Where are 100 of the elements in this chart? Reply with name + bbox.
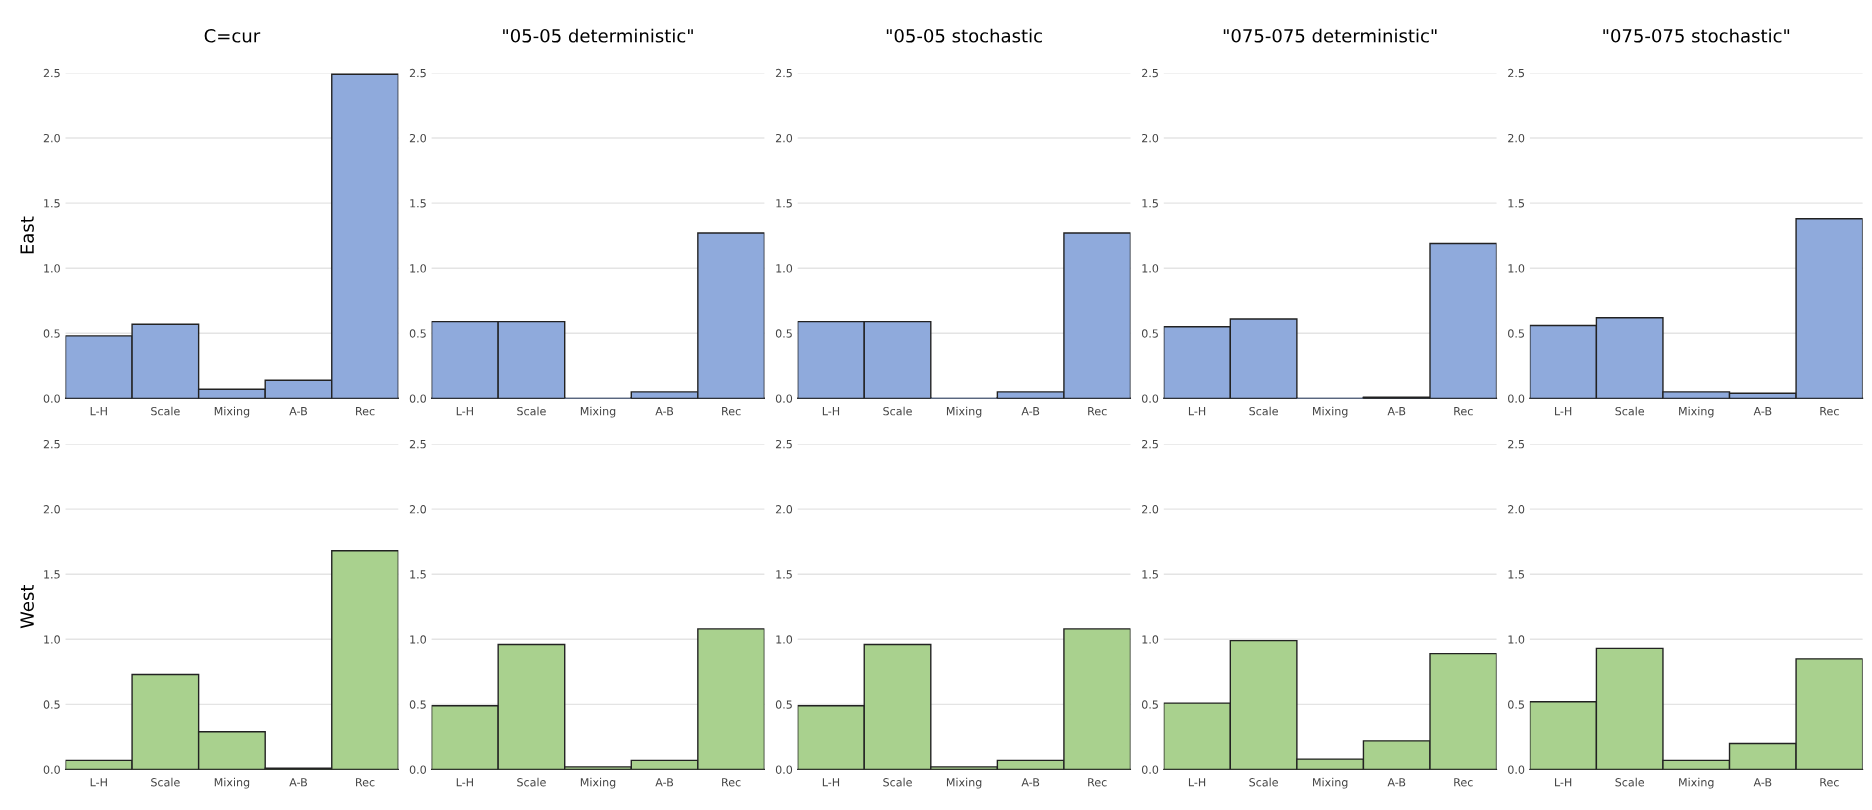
x-tick-label: Mixing (1313, 777, 1348, 789)
x-tick-label: Mixing (946, 406, 982, 418)
x-tick-label: A-B (1021, 778, 1040, 787)
y-tick-label: 2.0 (43, 505, 60, 514)
y-tick-label: 2.5 (409, 439, 426, 449)
x-tick-label: L-H (456, 778, 473, 787)
y-tick-label: 0.0 (43, 765, 60, 774)
y-tick-label: 2.0 (775, 133, 793, 143)
y-tick-label: 1.0 (1508, 635, 1525, 644)
y-axis-title: East (20, 216, 34, 254)
y-tick-label: 1.0 (410, 635, 426, 644)
y-tick-label: 0.5 (1141, 700, 1158, 709)
y-tick-label: 1.5 (1508, 570, 1525, 579)
y-tick-label: 0.0 (43, 394, 60, 403)
y-tick-label: 2.0 (1508, 505, 1525, 514)
chart-title: "05-05 stochastic (886, 28, 1042, 43)
y-tick-label: 0.5 (409, 329, 426, 338)
y-tick-label: 2.5 (775, 68, 792, 78)
x-tick-label: Rec (1454, 778, 1473, 787)
chart-title: "05-05 deterministic" (503, 28, 693, 43)
x-tick-label: A-B (289, 407, 307, 416)
x-tick-label: A-B (1753, 778, 1772, 787)
x-tick-label: Mixing (1313, 406, 1348, 418)
x-tick-label: Mixing (214, 406, 250, 418)
y-tick-label: 1.0 (776, 264, 793, 273)
y-tick-label: 2.5 (1142, 68, 1158, 78)
x-tick-label: Scale (883, 777, 912, 787)
chart-title: "075-075 stochastic" (1603, 28, 1790, 43)
x-tick-label: Rec (356, 778, 375, 787)
y-tick-label: 0.0 (409, 765, 426, 774)
x-tick-label: Mixing (1679, 777, 1714, 789)
y-tick-label: 2.0 (43, 133, 60, 143)
x-tick-label: L-H (1555, 407, 1572, 416)
y-tick-label: 1.5 (44, 570, 60, 579)
x-tick-label: Scale (517, 406, 546, 416)
y-tick-label: 2.0 (775, 505, 793, 514)
x-tick-label: L-H (822, 407, 840, 416)
y-tick-label: 0.5 (409, 700, 426, 709)
x-tick-label: Mixing (1679, 406, 1714, 418)
y-tick-label: 0.0 (409, 394, 426, 403)
y-tick-label: 0.5 (1508, 700, 1525, 709)
y-tick-label: 0.0 (1508, 765, 1525, 774)
y-tick-label: 2.5 (1508, 439, 1525, 449)
x-tick-label: L-H (822, 778, 840, 787)
x-tick-label: Scale (1249, 777, 1278, 787)
x-tick-label: A-B (1387, 778, 1406, 787)
y-tick-label: 1.5 (1142, 570, 1158, 579)
x-tick-label: Scale (1615, 406, 1645, 416)
x-tick-label: L-H (90, 407, 107, 416)
x-tick-label: Mixing (214, 777, 250, 789)
x-tick-label: Rec (1088, 778, 1107, 787)
x-tick-label: Mixing (580, 406, 616, 418)
y-tick-label: 2.0 (409, 133, 426, 143)
y-tick-label: 0.0 (1141, 394, 1159, 403)
y-tick-label: 1.0 (44, 264, 60, 273)
x-tick-label: L-H (1555, 778, 1572, 787)
x-tick-label: A-B (289, 778, 307, 787)
x-tick-label: Rec (722, 407, 741, 416)
y-tick-label: 1.0 (1142, 635, 1159, 644)
y-tick-label: 2.5 (409, 68, 426, 78)
y-tick-label: 0.5 (1508, 329, 1525, 338)
y-tick-label: 1.5 (410, 570, 426, 579)
x-tick-label: Scale (151, 406, 180, 416)
x-tick-label: Mixing (946, 777, 982, 789)
y-tick-label: 1.5 (44, 199, 60, 208)
x-tick-label: Scale (517, 777, 546, 787)
y-tick-label: 1.5 (410, 199, 426, 208)
x-tick-label: Rec (1820, 778, 1839, 787)
x-tick-label: A-B (1021, 407, 1040, 416)
x-tick-label: Rec (1088, 407, 1107, 416)
x-tick-label: L-H (1188, 407, 1206, 416)
x-tick-label: Rec (722, 778, 741, 787)
x-tick-label: L-H (456, 407, 473, 416)
y-tick-label: 1.0 (44, 635, 60, 644)
x-tick-label: L-H (1188, 778, 1206, 787)
x-tick-label: Rec (1820, 407, 1839, 416)
x-tick-label: Rec (356, 407, 375, 416)
y-tick-label: 0.0 (775, 765, 793, 774)
y-tick-label: 0.5 (1141, 329, 1158, 338)
y-tick-label: 0.5 (43, 329, 60, 338)
y-tick-label: 2.0 (1142, 505, 1159, 514)
y-tick-label: 1.5 (776, 199, 792, 208)
x-tick-label: Scale (883, 406, 912, 416)
y-tick-label: 0.0 (1141, 765, 1159, 774)
y-tick-label: 1.0 (776, 635, 793, 644)
y-tick-label: 1.0 (1508, 264, 1525, 273)
x-tick-label: Scale (1249, 406, 1278, 416)
y-tick-label: 1.0 (1142, 264, 1159, 273)
chart-title: C=cur (204, 28, 261, 43)
x-tick-label: A-B (1387, 407, 1406, 416)
y-tick-label: 0.5 (43, 700, 60, 709)
x-tick-label: Scale (1615, 777, 1645, 787)
y-tick-label: 2.0 (1142, 133, 1159, 143)
y-tick-label: 0.0 (775, 394, 793, 403)
y-tick-label: 2.0 (409, 505, 426, 514)
y-tick-label: 2.5 (1508, 68, 1525, 78)
chart-title: "075-075 deterministic" (1223, 28, 1437, 43)
y-tick-label: 2.5 (1142, 439, 1158, 449)
y-tick-label: 2.5 (775, 439, 792, 449)
x-tick-label: L-H (90, 778, 107, 787)
